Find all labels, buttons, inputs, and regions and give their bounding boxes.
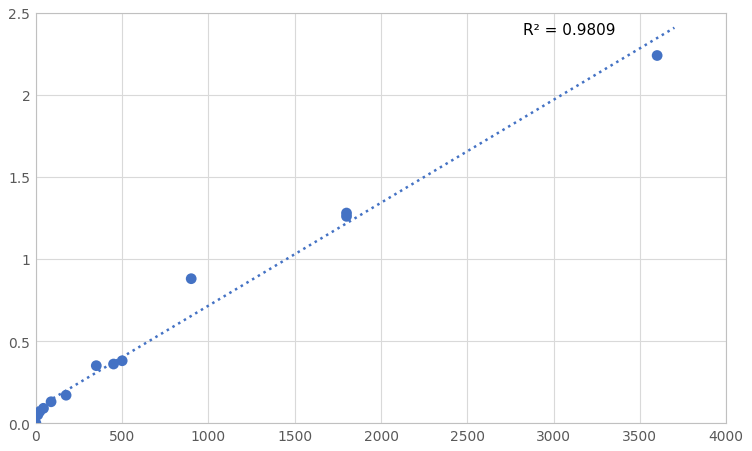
Point [60, 392, 72, 399]
Point [185, 276, 197, 283]
Point [651, 53, 663, 60]
Point [34, 408, 46, 415]
Point [341, 213, 353, 221]
Point [116, 357, 128, 364]
Point [45, 398, 57, 405]
Point [341, 210, 353, 217]
Point [30, 419, 42, 427]
Point [38, 405, 50, 412]
Point [90, 362, 102, 369]
Text: R² = 0.9809: R² = 0.9809 [523, 23, 615, 38]
Point [108, 361, 120, 368]
Point [32, 411, 44, 419]
